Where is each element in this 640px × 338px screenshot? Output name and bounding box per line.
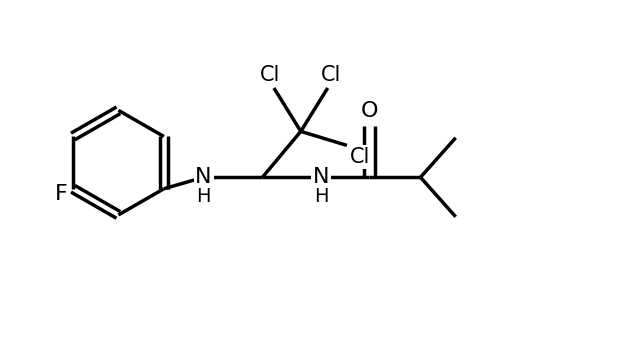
Text: Cl: Cl: [349, 147, 370, 167]
Text: Cl: Cl: [260, 65, 280, 85]
Text: H: H: [196, 187, 211, 206]
Text: F: F: [55, 184, 68, 204]
Text: N: N: [313, 167, 330, 187]
Text: Cl: Cl: [321, 65, 342, 85]
Text: O: O: [360, 101, 378, 121]
Text: N: N: [195, 167, 212, 187]
Text: H: H: [314, 187, 328, 206]
